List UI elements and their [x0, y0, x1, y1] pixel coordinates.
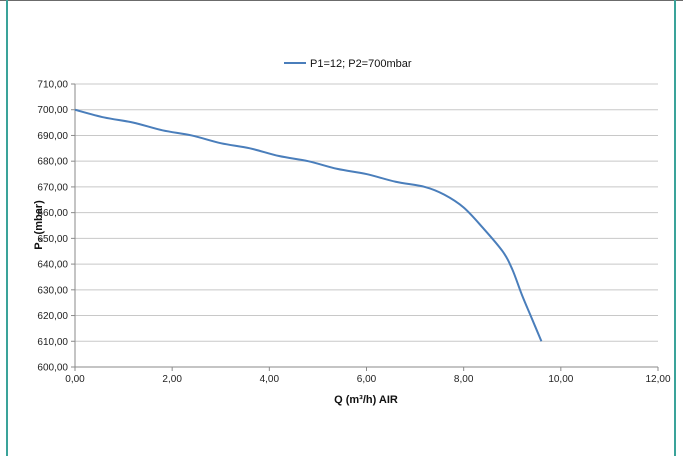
- left-border: [6, 0, 8, 456]
- legend: P1=12; P2=700mbar: [284, 58, 412, 70]
- y-tick-label: 600,00: [37, 363, 68, 374]
- y-axis-ticks: 600,00 610,00 620,00 630,00 640,00 650,00 660,…: [37, 80, 75, 374]
- x-tick-label: 10,00: [548, 374, 573, 385]
- x-axis-ticks: 0,00 2,00 4,00 6,00 8,00 10,00 12,00: [65, 367, 671, 385]
- y-tick-label: 630,00: [37, 285, 68, 296]
- x-tick-label: 8,00: [454, 374, 474, 385]
- y-tick-label: 650,00: [37, 234, 68, 245]
- gridlines: [74, 83, 658, 368]
- x-axis-title: Q (m³/h) AIR: [334, 394, 398, 406]
- y-tick-label: 700,00: [37, 105, 68, 116]
- y-tick-label: 680,00: [37, 157, 68, 168]
- axes: 0,00 2,00 4,00 6,00 8,00 10,00 12,00 600,00 610…: [37, 80, 671, 386]
- y-tick-label: 710,00: [37, 80, 68, 91]
- y-axis-title: P₂ (mbar): [33, 200, 45, 250]
- right-border: [674, 0, 676, 456]
- y-tick-label: 640,00: [37, 260, 68, 271]
- x-tick-label: 12,00: [645, 374, 670, 385]
- x-tick-label: 2,00: [162, 374, 182, 385]
- y-tick-label: 620,00: [37, 311, 68, 322]
- top-border: [0, 0, 683, 1]
- x-tick-label: 4,00: [260, 374, 280, 385]
- y-tick-label: 660,00: [37, 208, 68, 219]
- x-tick-label: 0,00: [65, 374, 85, 385]
- series-line: [74, 108, 543, 342]
- y-tick-label: 690,00: [37, 131, 68, 142]
- x-tick-label: 6,00: [357, 374, 377, 385]
- y-tick-label: 610,00: [37, 337, 68, 348]
- y-tick-label: 670,00: [37, 182, 68, 193]
- legend-label: P1=12; P2=700mbar: [310, 58, 412, 70]
- series-layer: [74, 108, 543, 342]
